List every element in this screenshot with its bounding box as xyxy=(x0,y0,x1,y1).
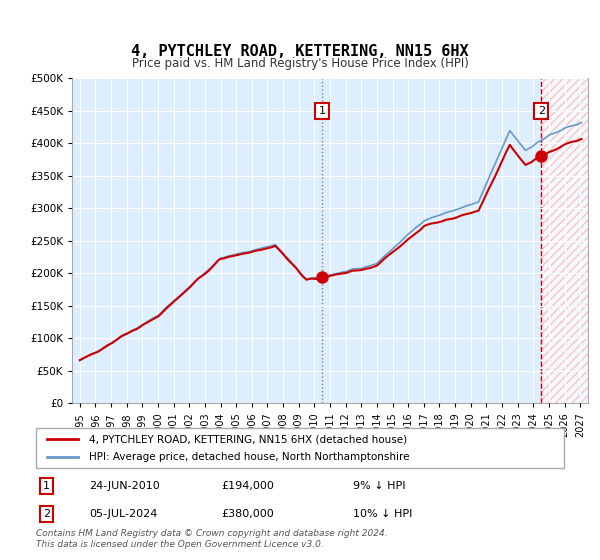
Text: £194,000: £194,000 xyxy=(221,481,274,491)
Text: 05-JUL-2024: 05-JUL-2024 xyxy=(89,509,157,519)
Text: Contains HM Land Registry data © Crown copyright and database right 2024.
This d: Contains HM Land Registry data © Crown c… xyxy=(36,529,388,549)
Text: Price paid vs. HM Land Registry's House Price Index (HPI): Price paid vs. HM Land Registry's House … xyxy=(131,57,469,70)
Text: 4, PYTCHLEY ROAD, KETTERING, NN15 6HX: 4, PYTCHLEY ROAD, KETTERING, NN15 6HX xyxy=(131,44,469,59)
FancyBboxPatch shape xyxy=(36,428,564,468)
Text: £380,000: £380,000 xyxy=(221,509,274,519)
Text: 10% ↓ HPI: 10% ↓ HPI xyxy=(353,509,412,519)
Text: 4, PYTCHLEY ROAD, KETTERING, NN15 6HX (detached house): 4, PYTCHLEY ROAD, KETTERING, NN15 6HX (d… xyxy=(89,435,407,445)
Text: 9% ↓ HPI: 9% ↓ HPI xyxy=(353,481,406,491)
Text: 2: 2 xyxy=(43,509,50,519)
Bar xyxy=(541,78,588,403)
Text: HPI: Average price, detached house, North Northamptonshire: HPI: Average price, detached house, Nort… xyxy=(89,451,409,461)
Text: 2: 2 xyxy=(538,106,545,116)
Text: 1: 1 xyxy=(43,481,50,491)
Text: 24-JUN-2010: 24-JUN-2010 xyxy=(89,481,160,491)
Text: 1: 1 xyxy=(319,106,325,116)
